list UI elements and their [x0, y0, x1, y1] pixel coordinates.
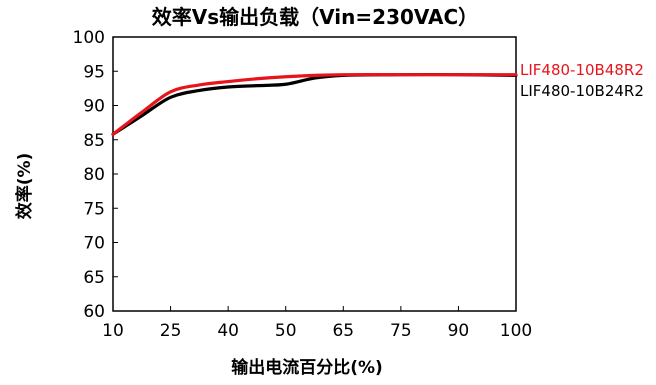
y-tick-label: 85: [83, 131, 105, 151]
x-tick-label: 40: [217, 321, 239, 341]
y-tick-label: 60: [83, 302, 105, 322]
y-tick-label: 90: [83, 97, 105, 117]
y-axis-ticks: 60 65 70 75 80 85 90 95 100: [73, 28, 118, 322]
x-tick-label: 90: [448, 321, 470, 341]
x-tick-label: 50: [275, 321, 297, 341]
y-tick-label: 65: [83, 268, 105, 288]
x-tick-label: 75: [390, 321, 412, 341]
x-tick-label: 100: [500, 321, 532, 341]
y-tick-label: 80: [83, 165, 105, 185]
series-lines: [111, 72, 518, 136]
y-axis-label: 效率(%): [14, 153, 35, 220]
x-axis-ticks: 10 25 40 50 65 75 90 100: [102, 306, 532, 341]
x-tick-label: 25: [160, 321, 182, 341]
x-axis-label: 输出电流百分比(%): [231, 357, 383, 378]
y-tick-label: 75: [83, 199, 105, 219]
series-line: [111, 73, 518, 136]
x-tick-label: 10: [102, 321, 124, 341]
y-tick-label: 70: [83, 234, 105, 254]
series-line: [111, 72, 518, 136]
x-tick-label: 65: [332, 321, 354, 341]
legend-entry: LIF480-10B48R2: [520, 61, 644, 79]
legend-entry: LIF480-10B24R2: [520, 82, 644, 100]
y-tick-label: 95: [83, 62, 105, 82]
chart-title: 效率Vs输出负载（Vin=230VAC）: [152, 5, 478, 29]
legend: LIF480-10B48R2 LIF480-10B24R2: [520, 61, 644, 100]
y-tick-label: 100: [73, 28, 105, 48]
